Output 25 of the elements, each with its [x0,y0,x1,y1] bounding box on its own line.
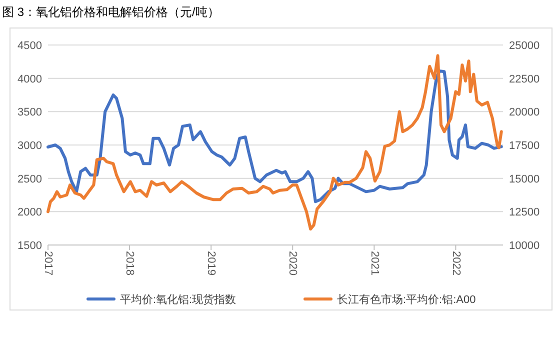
y2-tick-label: 20000 [509,106,540,119]
x-tick-label: 2021 [368,251,380,276]
x-tick-label: 2019 [205,251,218,276]
x-tick-label: 2017 [42,251,54,276]
x-tick-label: 2018 [124,251,136,276]
x-tick-label: 2022 [450,251,462,276]
y2-tick-label: 22500 [509,73,540,86]
y-tick-label: 4000 [18,73,42,86]
y2-tick-label: 15000 [509,173,540,186]
y-tick-label: 3500 [18,106,42,119]
y-tick-label: 1500 [18,240,42,252]
y-tick-label: 2000 [18,206,42,219]
y-tick-label: 4500 [18,40,42,52]
y2-tick-label: 12500 [509,206,540,219]
chart-title: 图 3：氧化铝价格和电解铝价格（元/吨） [2,5,220,19]
y2-tick-label: 10000 [509,240,540,252]
y2-tick-label: 25000 [509,40,540,52]
legend-label: 平均价:氧化铝:现货指数 [120,294,236,306]
legend-label: 长江有色市场:平均价:铝:A00 [337,293,476,306]
y-tick-label: 2500 [18,173,42,186]
x-tick-label: 2020 [286,251,299,276]
y-tick-label: 3000 [18,140,42,152]
y2-tick-label: 17500 [509,140,540,152]
line-series [46,70,503,204]
line-series [46,54,503,230]
